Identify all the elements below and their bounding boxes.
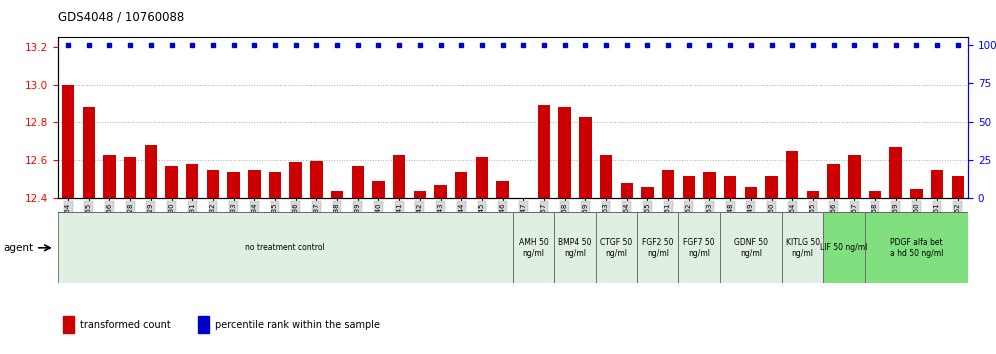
Bar	[579, 117, 592, 198]
Text: FGF2 50
ng/ml: FGF2 50 ng/ml	[642, 238, 673, 257]
Text: GDS4048 / 10760088: GDS4048 / 10760088	[58, 10, 184, 23]
Bar	[144, 145, 157, 198]
Bar	[331, 191, 344, 198]
Bar	[455, 172, 467, 198]
Bar	[931, 170, 943, 198]
Bar	[641, 187, 653, 198]
Bar	[186, 164, 198, 198]
Bar	[104, 155, 116, 198]
Text: AMH 50
ng/ml: AMH 50 ng/ml	[519, 238, 549, 257]
Bar	[373, 181, 384, 198]
Bar	[786, 151, 799, 198]
Bar	[58, 212, 513, 283]
Bar	[227, 172, 240, 198]
Text: no treatment control: no treatment control	[245, 243, 326, 252]
Bar	[559, 107, 571, 198]
Bar	[290, 162, 302, 198]
Bar	[828, 164, 840, 198]
Text: PDGF alfa bet
a hd 50 ng/ml: PDGF alfa bet a hd 50 ng/ml	[889, 238, 943, 257]
Text: percentile rank within the sample: percentile rank within the sample	[215, 320, 380, 330]
Bar	[849, 155, 861, 198]
Text: transformed count: transformed count	[81, 320, 171, 330]
Bar	[393, 155, 405, 198]
Bar	[413, 191, 426, 198]
Bar	[352, 166, 364, 198]
Bar	[745, 187, 757, 198]
Text: GDNF 50
ng/ml: GDNF 50 ng/ml	[734, 238, 768, 257]
Bar	[310, 161, 323, 198]
Text: LIF 50 ng/ml: LIF 50 ng/ml	[821, 243, 868, 252]
Bar	[269, 172, 281, 198]
Bar	[434, 185, 447, 198]
Bar	[496, 181, 509, 198]
Text: FGF7 50
ng/ml: FGF7 50 ng/ml	[683, 238, 715, 257]
Text: CTGF 50
ng/ml: CTGF 50 ng/ml	[601, 238, 632, 257]
Bar	[889, 147, 902, 198]
Bar	[198, 316, 209, 333]
Bar	[720, 212, 782, 283]
Bar	[724, 176, 736, 198]
Bar	[62, 85, 75, 198]
Bar	[207, 170, 219, 198]
Bar	[248, 170, 261, 198]
Bar	[682, 176, 695, 198]
Bar	[538, 105, 550, 198]
Bar	[782, 212, 824, 283]
Bar	[662, 170, 674, 198]
Text: BMP4 50
ng/ml: BMP4 50 ng/ml	[559, 238, 592, 257]
Bar	[476, 156, 488, 198]
Text: agent: agent	[3, 243, 33, 253]
Bar	[703, 172, 716, 198]
Bar	[824, 212, 865, 283]
Bar	[165, 166, 177, 198]
Bar	[807, 191, 819, 198]
Bar	[596, 212, 637, 283]
Bar	[951, 176, 964, 198]
Text: KITLG 50
ng/ml: KITLG 50 ng/ml	[786, 238, 820, 257]
Bar	[637, 212, 678, 283]
Bar	[621, 183, 632, 198]
Bar	[600, 155, 613, 198]
Bar	[513, 212, 555, 283]
Bar	[555, 212, 596, 283]
Bar	[63, 316, 74, 333]
Bar	[678, 212, 720, 283]
Bar	[910, 189, 922, 198]
Bar	[865, 212, 968, 283]
Bar	[869, 191, 881, 198]
Bar	[124, 156, 136, 198]
Bar	[765, 176, 778, 198]
Bar	[83, 107, 95, 198]
